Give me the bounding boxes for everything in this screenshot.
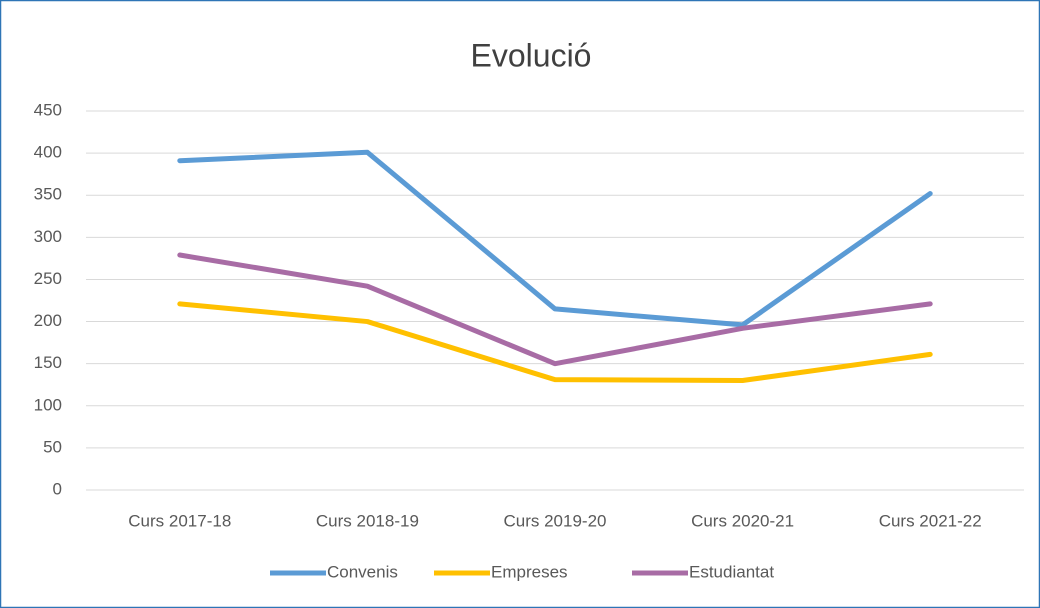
- y-tick-label: 100: [34, 395, 62, 414]
- y-tick-label: 0: [53, 479, 62, 498]
- legend-label: Convenis: [327, 562, 398, 581]
- y-tick-label: 250: [34, 269, 62, 288]
- chart-title: Evolució: [471, 37, 592, 73]
- legend-label: Estudiantat: [689, 562, 774, 581]
- series-line: [177, 301, 933, 384]
- y-tick-label: 50: [43, 437, 62, 456]
- legend-label: Empreses: [491, 562, 568, 581]
- x-tick-label: Curs 2017-18: [128, 511, 231, 530]
- series-line: [177, 252, 933, 367]
- y-tick-label: 350: [34, 185, 62, 204]
- x-tick-label: Curs 2019-20: [503, 511, 606, 530]
- series-line: [177, 149, 933, 328]
- y-tick-label: 150: [34, 353, 62, 372]
- y-tick-label: 300: [34, 227, 62, 246]
- y-tick-label: 400: [34, 143, 62, 162]
- x-tick-label: Curs 2020-21: [691, 511, 794, 530]
- x-tick-label: Curs 2018-19: [316, 511, 419, 530]
- x-tick-label: Curs 2021-22: [879, 511, 982, 530]
- y-tick-label: 200: [34, 311, 62, 330]
- y-tick-label: 450: [34, 100, 62, 119]
